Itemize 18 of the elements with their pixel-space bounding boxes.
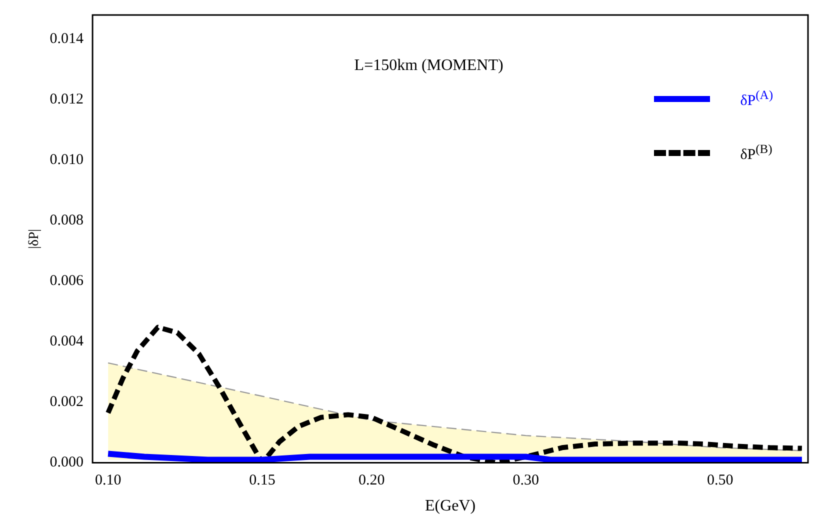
legend-label: δP$^{(A)}$ — [740, 88, 773, 110]
y-tick-label: 0.002 — [50, 394, 84, 410]
y-tick-label: 0.008 — [50, 212, 84, 229]
y-tick-label: 0.004 — [50, 334, 84, 350]
y-axis-title: |δP| — [27, 228, 42, 249]
y-tick-label: 0.014 — [50, 31, 84, 48]
x-tick-label: 0.50 — [706, 472, 734, 489]
x-tick-label: 0.10 — [94, 472, 122, 489]
x-axis-title: E(GeV) — [424, 498, 476, 515]
y-tick-label: 0.006 — [50, 273, 84, 290]
y-tick-label: 0.012 — [50, 92, 84, 108]
x-tick-label: 0.20 — [358, 472, 385, 489]
x-tick-label: 0.30 — [512, 472, 539, 489]
y-tick-label: 0.000 — [50, 454, 84, 471]
legend-label: δP$^{(B)}$ — [740, 142, 772, 164]
x-tick-label: 0.15 — [249, 472, 276, 489]
annotation: L=150km (MOMENT) — [354, 57, 504, 74]
y-tick-label: 0.010 — [50, 152, 84, 168]
